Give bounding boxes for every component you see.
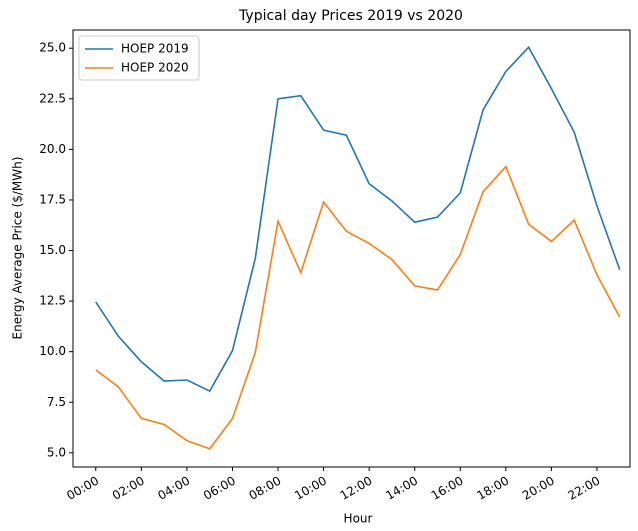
chart-title: Typical day Prices 2019 vs 2020 (238, 8, 463, 24)
y-tick-label: 20.0 (39, 142, 66, 156)
series-line (95, 165, 621, 450)
x-tick-label: 20:00 (520, 473, 557, 502)
x-tick-label: 04:00 (155, 473, 192, 502)
legend-label: HOEP 2019 (121, 42, 189, 56)
x-tick-label: 08:00 (247, 473, 284, 502)
y-tick-label: 10.0 (39, 344, 66, 358)
y-tick-label: 7.5 (47, 395, 66, 409)
x-tick-label: 12:00 (338, 473, 375, 502)
x-tick-label: 06:00 (201, 473, 238, 502)
x-tick-label: 16:00 (429, 473, 466, 502)
y-axis-label: Energy Average Price ($/MWh) (11, 157, 25, 340)
x-tick-label: 22:00 (566, 473, 603, 502)
y-tick-label: 25.0 (39, 41, 66, 55)
series-line (95, 45, 621, 393)
y-tick-label: 15.0 (39, 243, 66, 257)
x-tick-label: 00:00 (64, 473, 101, 502)
y-tick-label: 17.5 (39, 192, 66, 206)
x-tick-label: 10:00 (292, 473, 329, 502)
legend-box (78, 35, 200, 81)
x-tick-label: 02:00 (110, 473, 147, 502)
plot-frame (72, 29, 631, 468)
y-tick-label: 22.5 (39, 91, 66, 105)
y-tick-label: 12.5 (39, 294, 66, 308)
y-tick-label: 5.0 (47, 445, 66, 459)
legend-label: HOEP 2020 (121, 61, 189, 75)
x-axis-label: Hour (344, 512, 373, 526)
x-tick-label: 18:00 (474, 473, 511, 502)
x-tick-label: 14:00 (383, 473, 420, 502)
